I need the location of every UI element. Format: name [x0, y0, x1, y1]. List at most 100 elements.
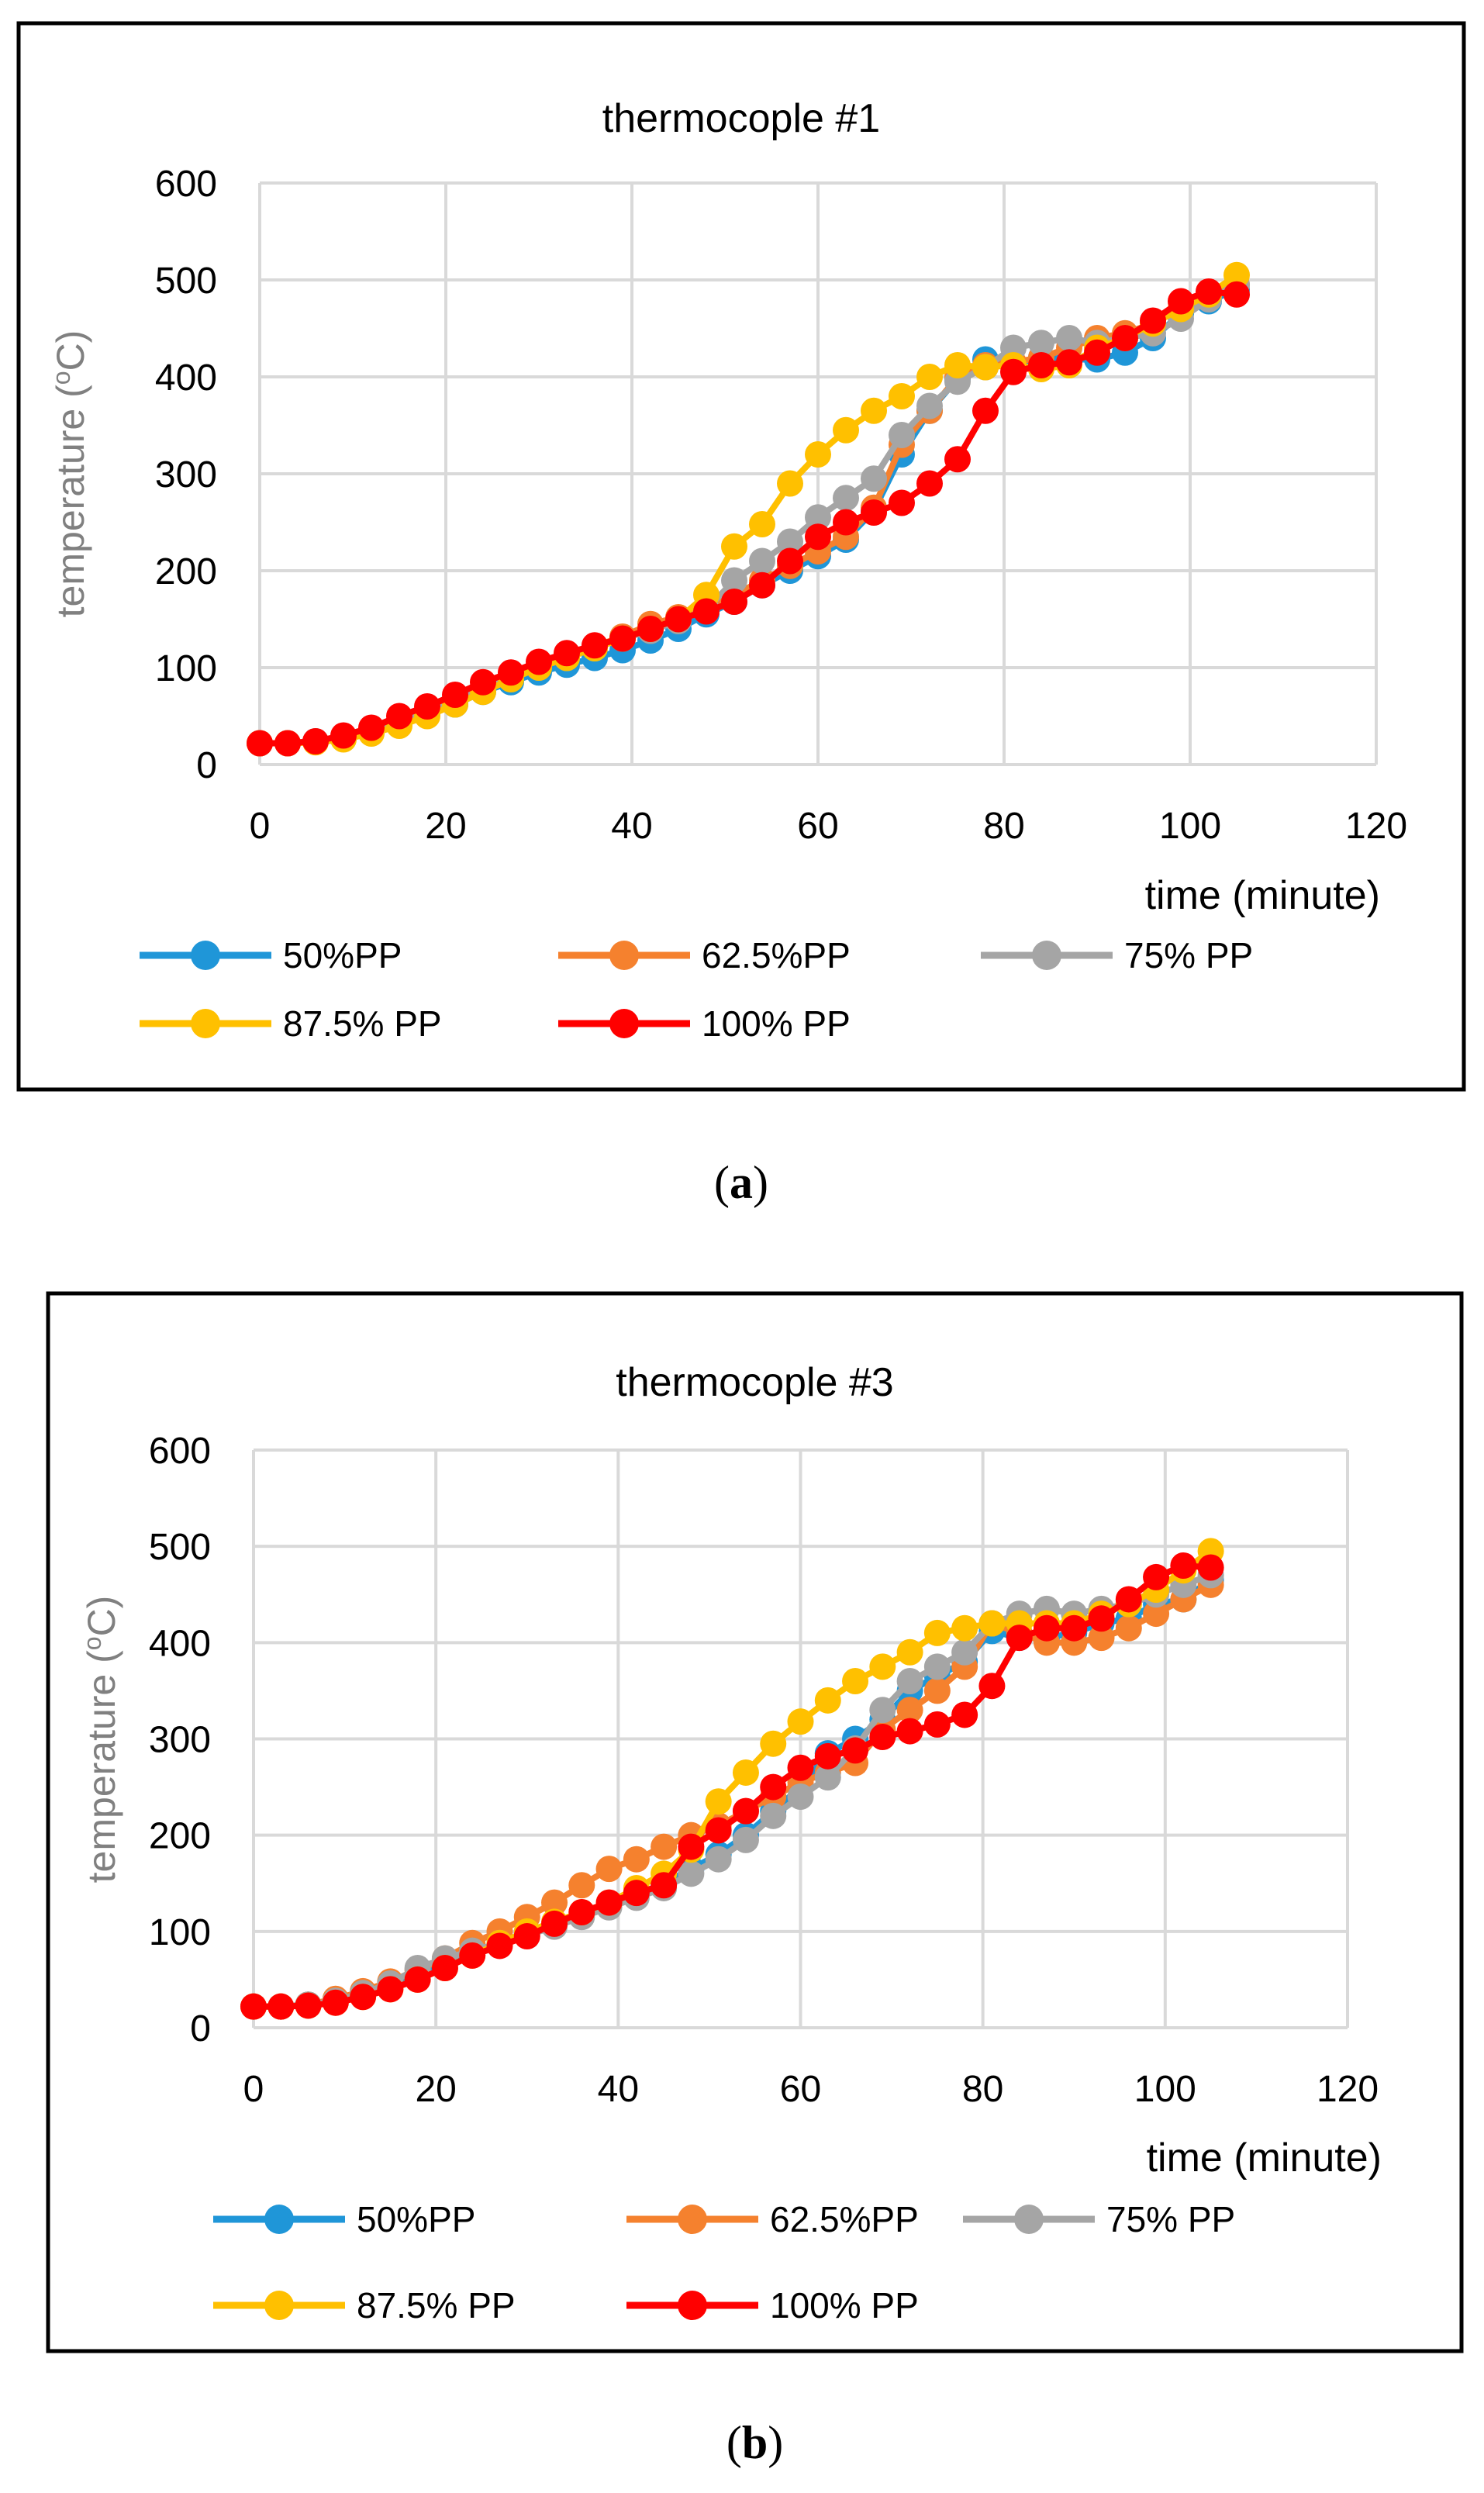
data-point	[1006, 1625, 1033, 1652]
data-point	[923, 1653, 951, 1680]
data-point	[1028, 330, 1054, 357]
data-point	[805, 523, 831, 551]
series-100-pp	[247, 278, 1250, 757]
data-point	[760, 1730, 787, 1757]
data-point	[732, 1797, 759, 1825]
data-point	[1056, 325, 1082, 351]
data-point	[1143, 1563, 1170, 1590]
legend-marker	[264, 2291, 294, 2320]
x-tick-label: 80	[962, 2069, 1003, 2110]
data-point	[404, 1966, 431, 1993]
legend-marker	[609, 1009, 639, 1038]
caption-letter: a	[730, 1157, 753, 1208]
data-point	[414, 693, 440, 720]
data-point	[861, 499, 887, 526]
legend-label: 87.5% PP	[357, 2285, 516, 2326]
data-point	[951, 1638, 978, 1666]
data-point	[486, 1932, 513, 1960]
data-point	[861, 397, 887, 424]
data-point	[1033, 1614, 1060, 1642]
data-point	[760, 1773, 787, 1801]
data-point	[951, 1614, 978, 1642]
legend-item: 50%PP	[213, 2199, 475, 2239]
data-point	[721, 567, 747, 594]
data-point	[623, 1880, 650, 1907]
legend-marker	[678, 2291, 707, 2320]
x-axis-label: time (minute)	[1147, 2136, 1382, 2181]
chart-panel-2: 0 100 200 300 400 500 600 0 20 40 60 80 100 120 thermo…	[46, 1291, 1464, 2353]
x-tick-label: 120	[1317, 2069, 1379, 2110]
data-point	[568, 1872, 595, 1899]
data-point	[595, 1856, 623, 1883]
data-point	[247, 730, 273, 757]
y-axis-label-unit: C)	[49, 330, 92, 371]
data-point	[295, 1992, 322, 2019]
x-tick-label: 100	[1134, 2069, 1196, 2110]
data-point	[777, 470, 803, 497]
x-tick-label: 0	[243, 2069, 264, 2110]
series-100-pp	[240, 1552, 1224, 2020]
legend-label: 62.5%PP	[770, 2199, 919, 2239]
data-point	[944, 446, 971, 473]
data-point	[637, 616, 664, 642]
data-point	[749, 571, 775, 599]
legend-label: 62.5%PP	[702, 935, 851, 975]
data-point	[651, 1872, 678, 1899]
data-point	[541, 1889, 568, 1916]
y-tick-label: 300	[149, 1720, 211, 1761]
legend: 50%PP 62.5%PP 75% PP 87.5% PP 100% PP	[213, 2199, 1235, 2326]
y-tick-label: 600	[155, 164, 217, 205]
data-point	[833, 416, 859, 444]
data-point	[889, 422, 915, 448]
data-point	[972, 397, 999, 424]
data-point	[923, 1711, 951, 1738]
data-point	[972, 354, 999, 381]
data-point	[1112, 325, 1138, 351]
x-tick-label: 40	[598, 2069, 639, 2110]
data-point	[869, 1724, 896, 1751]
data-point	[1140, 307, 1166, 334]
y-tick-label: 600	[149, 1431, 211, 1472]
data-point	[721, 589, 747, 615]
data-point	[358, 714, 385, 741]
data-point	[833, 509, 859, 536]
data-point	[805, 441, 831, 468]
y-tick-label: 0	[196, 745, 217, 786]
data-point	[377, 1976, 404, 2003]
y-axis-label-degree: o	[47, 371, 75, 385]
data-point	[498, 659, 524, 686]
data-point	[513, 1923, 540, 1950]
legend-label: 50%PP	[357, 2199, 475, 2239]
data-point	[526, 648, 552, 675]
data-point	[923, 1619, 951, 1646]
data-point	[568, 1899, 595, 1925]
legend-marker	[1032, 941, 1061, 970]
data-point	[274, 730, 301, 757]
data-point	[330, 722, 357, 749]
y-axis-label-degree: o	[78, 1636, 106, 1650]
x-tick-label: 60	[780, 2069, 821, 2110]
data-point	[896, 1638, 923, 1666]
data-point	[1168, 288, 1194, 315]
data-point	[1143, 1600, 1170, 1628]
data-point	[595, 1889, 623, 1916]
y-tick-label: 400	[149, 1623, 211, 1664]
panel-frame	[46, 1291, 1464, 2353]
data-point	[896, 1697, 923, 1724]
legend-item: 75% PP	[981, 935, 1253, 975]
data-point	[842, 1668, 869, 1694]
legend-label: 75% PP	[1124, 935, 1253, 975]
data-point	[541, 1910, 568, 1937]
caption-open: (	[726, 2417, 742, 2468]
data-point	[302, 728, 329, 754]
data-point	[787, 1783, 814, 1810]
data-point	[1196, 278, 1222, 305]
data-point	[916, 470, 943, 497]
y-axis-label-main: temperature (	[49, 385, 92, 617]
data-point	[760, 1802, 787, 1829]
y-tick-label: 300	[155, 454, 217, 495]
data-point	[350, 1984, 377, 2011]
y-tick-label: 400	[155, 357, 217, 399]
data-point	[267, 1993, 295, 2020]
data-point	[721, 533, 747, 560]
